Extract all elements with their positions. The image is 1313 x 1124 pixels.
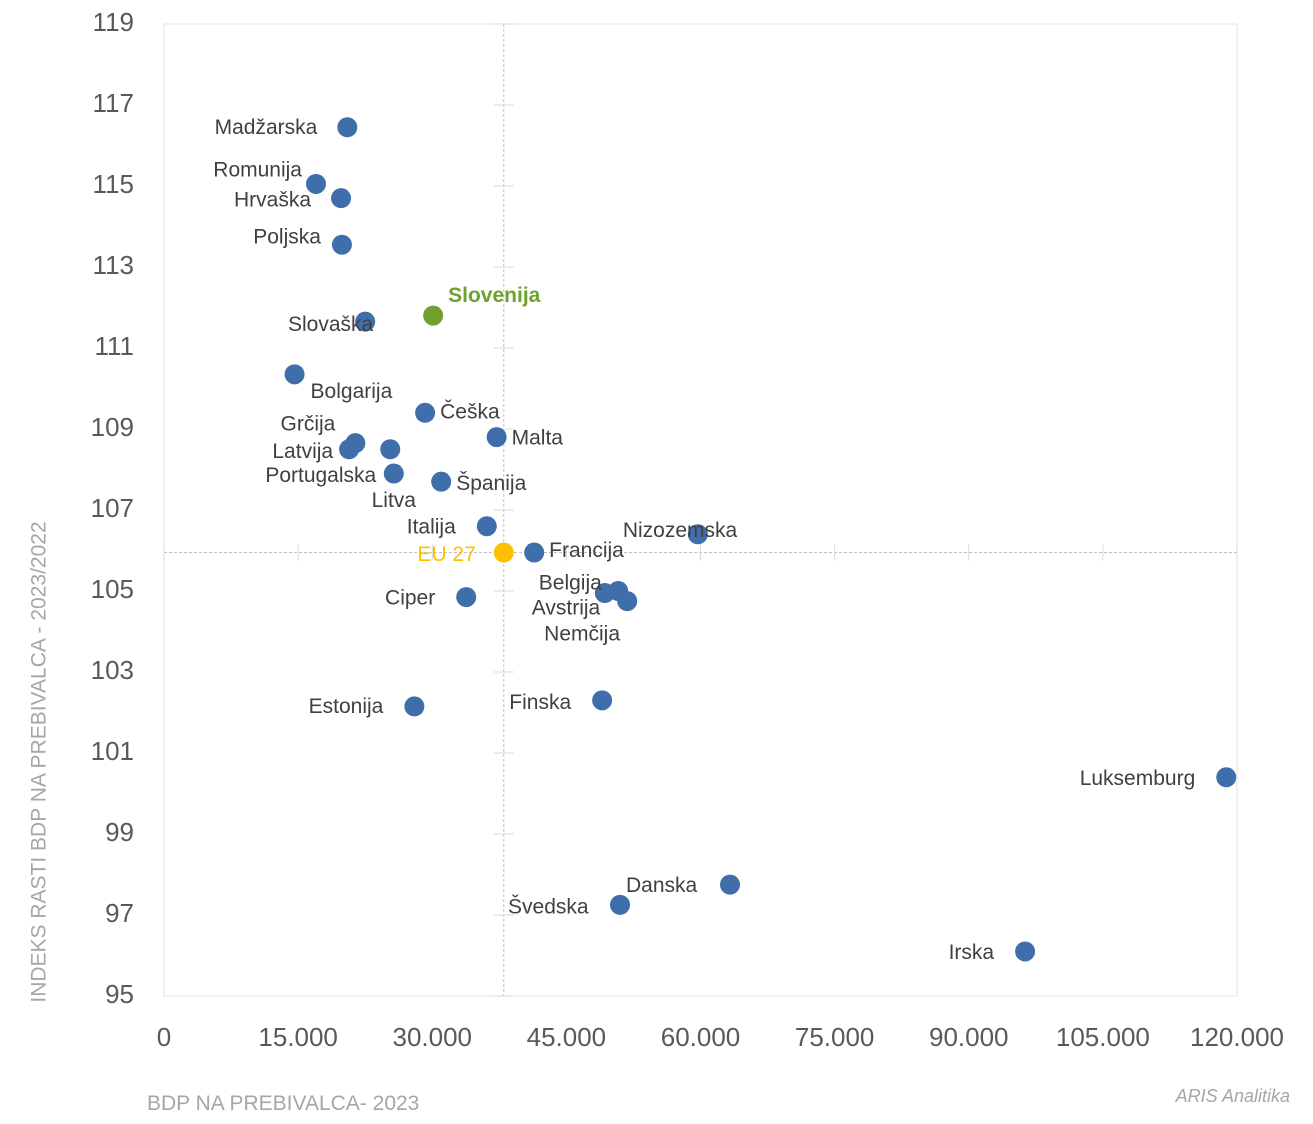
y-tick-label: 97	[105, 898, 134, 928]
x-tick-label: 120.000	[1190, 1022, 1284, 1052]
label-ciper: Ciper	[385, 587, 435, 610]
label-španija: Španija	[456, 472, 526, 495]
y-tick-label: 105	[91, 574, 134, 604]
y-tick-label: 111	[94, 331, 134, 361]
y-tick-label: 119	[93, 7, 134, 37]
data-labels: Madžarska Romunija Hrvaška Poljska Slovenija…	[213, 116, 1195, 964]
x-axis-label: BDP NA PREBIVALCA- 2023	[147, 1092, 419, 1115]
y-tick-label: 99	[105, 817, 134, 847]
point-malta	[486, 427, 507, 448]
point-finska	[592, 690, 613, 711]
point-švedska	[610, 894, 631, 915]
label-slovenija: Slovenija	[448, 284, 541, 307]
x-tick-label: 105.000	[1056, 1022, 1150, 1052]
label-latvija: Latvija	[272, 440, 333, 463]
label-slovaška: Slovaška	[288, 313, 374, 336]
point-italija	[476, 516, 497, 537]
x-tick-label: 90.000	[929, 1022, 1009, 1052]
point-francija	[524, 542, 545, 563]
x-tick-label: 15.000	[258, 1022, 338, 1052]
x-axis-ticks: 0 15.000 30.000 45.000 60.000 75.000 90.000 105…	[157, 1022, 1284, 1052]
reference-lines	[163, 23, 1238, 997]
point-danska	[720, 874, 741, 895]
y-tick-label: 115	[93, 169, 134, 199]
label-nizozemska: Nizozemska	[623, 519, 738, 542]
point-nemčija	[617, 591, 638, 612]
label-danska: Danska	[626, 874, 698, 897]
label-hrvaška: Hrvaška	[234, 189, 311, 212]
label-bolgarija: Bolgarija	[311, 380, 393, 403]
label-belgija: Belgija	[539, 572, 602, 595]
label-grčija: Grčija	[281, 413, 336, 436]
label-nemčija: Nemčija	[544, 623, 620, 646]
point-eu-27	[493, 542, 514, 563]
label-romunija: Romunija	[213, 159, 302, 182]
x-tick-label: 30.000	[392, 1022, 472, 1052]
y-tick-label: 117	[93, 88, 134, 118]
label-irska: Irska	[949, 941, 995, 964]
label-portugalska: Portugalska	[265, 464, 376, 487]
label-poljska: Poljska	[253, 225, 321, 248]
plot-area	[163, 23, 1238, 997]
point-bolgarija	[284, 364, 305, 385]
y-tick-label: 109	[91, 412, 134, 442]
point-irska	[1015, 941, 1036, 962]
y-tick-label: 113	[93, 250, 134, 280]
point-češka	[415, 402, 436, 423]
point-nizozemska	[687, 524, 708, 545]
point-španija	[431, 471, 452, 492]
x-tick-label: 45.000	[527, 1022, 607, 1052]
point-slovenija	[423, 305, 444, 326]
y-tick-label: 95	[105, 979, 134, 1009]
y-tick-label: 107	[91, 493, 134, 523]
y-tick-label: 101	[91, 736, 134, 766]
label-švedska: Švedska	[508, 895, 589, 918]
label-avstrija: Avstrija	[532, 597, 601, 620]
label-eu-27: EU 27	[417, 543, 475, 566]
point-portugalska	[380, 439, 401, 460]
y-axis-label: INDEKS RASTI BDP NA PREBIVALCA - 2023/20…	[28, 521, 51, 1002]
y-tick-label: 103	[91, 655, 134, 685]
x-tick-label: 0	[157, 1022, 171, 1052]
x-tick-label: 60.000	[661, 1022, 741, 1052]
point-slovaška	[355, 311, 376, 332]
y-axis-ticks: 95 97 99 101 103 105 107 109 111 113 115 117 119	[91, 7, 134, 1009]
credit-text: ARIS Analitika	[1175, 1086, 1290, 1106]
label-litva: Litva	[372, 489, 417, 512]
x-tick-label: 75.000	[795, 1022, 875, 1052]
point-ciper	[456, 587, 477, 608]
point-madžarska	[337, 117, 358, 138]
point-luksemburg	[1216, 767, 1237, 788]
label-malta: Malta	[512, 427, 564, 450]
label-finska: Finska	[509, 691, 571, 714]
point-latvija	[339, 439, 360, 460]
label-češka: Češka	[440, 400, 500, 423]
point-poljska	[331, 234, 352, 255]
point-romunija	[306, 173, 327, 194]
point-estonija	[404, 696, 425, 717]
label-madžarska: Madžarska	[215, 116, 318, 139]
label-estonija: Estonija	[309, 695, 384, 718]
label-luksemburg: Luksemburg	[1080, 767, 1196, 790]
point-litva	[383, 463, 404, 484]
point-hrvaška	[331, 188, 352, 209]
plot-border	[163, 23, 1238, 997]
label-italija: Italija	[407, 516, 456, 539]
label-francija: Francija	[549, 539, 624, 562]
data-points	[284, 117, 1237, 962]
